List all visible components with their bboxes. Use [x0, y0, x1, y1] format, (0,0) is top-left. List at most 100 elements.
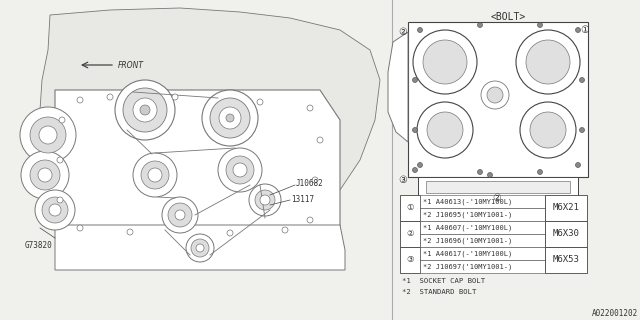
Bar: [420, 247, 545, 260]
Text: M6X53: M6X53: [552, 255, 579, 265]
Bar: [400, 221, 420, 247]
Circle shape: [141, 161, 169, 189]
Polygon shape: [55, 225, 345, 270]
Bar: [400, 247, 420, 273]
Circle shape: [77, 97, 83, 103]
Circle shape: [202, 90, 258, 146]
Circle shape: [579, 77, 584, 83]
Bar: [400, 195, 420, 221]
Circle shape: [307, 105, 313, 111]
Text: 13117: 13117: [291, 195, 314, 204]
Text: A022001202: A022001202: [592, 309, 638, 318]
Text: *1 A40607(-'10MY100L): *1 A40607(-'10MY100L): [423, 224, 512, 231]
Text: ②: ②: [406, 229, 413, 238]
Circle shape: [133, 98, 157, 122]
Text: J10682: J10682: [296, 180, 324, 188]
Circle shape: [516, 30, 580, 94]
Circle shape: [413, 127, 417, 132]
Circle shape: [59, 117, 65, 123]
Circle shape: [21, 151, 69, 199]
Circle shape: [148, 168, 162, 182]
Circle shape: [255, 190, 275, 210]
Circle shape: [57, 157, 63, 163]
Polygon shape: [388, 32, 408, 142]
Circle shape: [30, 160, 60, 190]
Text: *2 J10697('10MY1001-): *2 J10697('10MY1001-): [423, 263, 512, 270]
Circle shape: [520, 102, 576, 158]
Circle shape: [317, 137, 323, 143]
Circle shape: [39, 126, 57, 144]
Circle shape: [417, 28, 422, 33]
Circle shape: [260, 195, 270, 205]
Circle shape: [413, 30, 477, 94]
Text: ③: ③: [406, 255, 413, 265]
Circle shape: [38, 168, 52, 182]
Circle shape: [526, 40, 570, 84]
Circle shape: [77, 225, 83, 231]
Text: *1  SOCKET CAP BOLT: *1 SOCKET CAP BOLT: [402, 278, 485, 284]
Bar: [426, 181, 570, 193]
Bar: [545, 195, 587, 221]
Text: FRONT: FRONT: [118, 60, 144, 69]
Circle shape: [413, 77, 417, 83]
Circle shape: [226, 156, 254, 184]
Text: G73820: G73820: [25, 241, 52, 250]
Circle shape: [282, 227, 288, 233]
Circle shape: [175, 210, 185, 220]
Text: *1 A40617(-'10MY100L): *1 A40617(-'10MY100L): [423, 250, 512, 257]
Circle shape: [257, 99, 263, 105]
Text: <BOLT>: <BOLT>: [490, 12, 525, 22]
Bar: [418, 177, 578, 199]
Circle shape: [312, 177, 318, 183]
Bar: [420, 195, 545, 208]
Text: ③: ③: [399, 175, 408, 185]
Circle shape: [226, 114, 234, 122]
Circle shape: [233, 163, 247, 177]
Circle shape: [481, 81, 509, 109]
Circle shape: [20, 107, 76, 163]
Circle shape: [413, 167, 417, 172]
Polygon shape: [40, 8, 380, 238]
Circle shape: [107, 94, 113, 100]
Circle shape: [168, 203, 192, 227]
Circle shape: [307, 217, 313, 223]
Text: M6X30: M6X30: [552, 229, 579, 238]
Circle shape: [488, 172, 493, 178]
Circle shape: [575, 163, 580, 167]
Circle shape: [49, 204, 61, 216]
Polygon shape: [55, 90, 340, 230]
Text: M6X21: M6X21: [552, 204, 579, 212]
Text: ②: ②: [399, 27, 408, 37]
Circle shape: [42, 197, 68, 223]
Circle shape: [218, 148, 262, 192]
Circle shape: [127, 229, 133, 235]
Circle shape: [579, 127, 584, 132]
Circle shape: [115, 80, 175, 140]
Bar: [420, 260, 545, 273]
Circle shape: [196, 244, 204, 252]
Text: *2 J10695('10MY1001-): *2 J10695('10MY1001-): [423, 211, 512, 218]
Circle shape: [575, 28, 580, 33]
Circle shape: [191, 239, 209, 257]
Circle shape: [427, 112, 463, 148]
Circle shape: [123, 88, 167, 132]
Bar: [420, 221, 545, 234]
Circle shape: [162, 197, 198, 233]
Bar: [545, 221, 587, 247]
Circle shape: [133, 153, 177, 197]
Text: ②: ②: [493, 193, 501, 203]
Circle shape: [417, 163, 422, 167]
Circle shape: [35, 190, 75, 230]
Circle shape: [417, 102, 473, 158]
Circle shape: [538, 22, 543, 28]
Circle shape: [530, 112, 566, 148]
Circle shape: [487, 87, 503, 103]
Text: *1 A40613(-'10MY100L): *1 A40613(-'10MY100L): [423, 198, 512, 205]
Text: ①: ①: [580, 25, 589, 35]
Circle shape: [227, 230, 233, 236]
Circle shape: [57, 197, 63, 203]
Bar: [408, 22, 588, 177]
Bar: [420, 234, 545, 247]
Circle shape: [249, 184, 281, 216]
Circle shape: [140, 105, 150, 115]
